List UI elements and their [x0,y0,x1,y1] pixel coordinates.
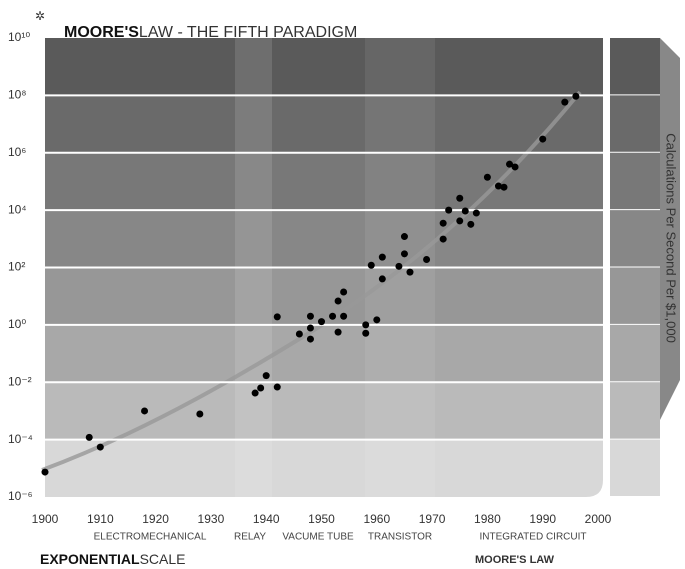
x-tick-label: 1980 [474,512,501,526]
band [45,38,605,96]
title-bold: MOORE'S [64,24,139,41]
point [500,184,507,191]
chart-title: MOORE'SLAW - THE FIFTH PARADIGM [64,24,357,41]
point [379,275,386,282]
point [362,330,369,337]
point [572,93,579,100]
era-label: TRANSISTOR [368,532,432,543]
y-tick-label: 10² [8,260,25,274]
footer-bold: EXPONENTIAL [40,551,140,567]
x-tick-label: 1910 [87,512,114,526]
point [440,220,447,227]
era-label: VACUME TUBE [282,532,354,543]
point [86,434,93,441]
point [263,372,270,379]
point [456,195,463,202]
x-tick-label: 1960 [363,512,390,526]
point [379,254,386,261]
point [340,313,347,320]
scale-cell [610,382,660,438]
x-tick-label: 1900 [32,512,59,526]
band [45,210,605,268]
point [97,444,104,451]
point [401,233,408,240]
era-label: INTEGRATED CIRCUIT [479,532,586,543]
x-tick-label: 1990 [529,512,556,526]
footer-rest: SCALE [140,551,186,567]
point [473,210,480,217]
point [373,316,380,323]
x-tick-label: 1920 [142,512,169,526]
y-tick-label: 10⁻⁴ [8,432,33,446]
point [274,313,281,320]
point [42,469,49,476]
y-tick-label: 10⁴ [8,202,27,216]
x-tick-label: 1940 [253,512,280,526]
band [45,268,605,326]
point [406,269,413,276]
point [274,384,281,391]
scale-cell [610,95,660,151]
point [467,221,474,228]
y-axis-label: Calculations Per Second Per $1,000 [664,133,679,343]
point [257,385,264,392]
point [296,331,303,338]
point [539,136,546,143]
point [561,99,568,106]
band [45,325,605,383]
point [445,207,452,214]
title-rest: LAW - THE FIFTH PARADIGM [139,24,357,41]
scale-cell [610,440,660,496]
point [362,321,369,328]
point [340,288,347,295]
point [462,208,469,215]
scale-cell [610,38,660,94]
point [395,263,402,270]
point [401,250,408,257]
x-tick-label: 1950 [308,512,335,526]
y-tick-label: 10⁸ [8,88,26,102]
point [335,297,342,304]
point [456,217,463,224]
y-tick-label: 10⁻² [8,374,32,388]
point [484,174,491,181]
point [141,407,148,414]
scale-cell [610,268,660,324]
band [45,440,605,498]
footer-right: MOORE'S LAW [475,554,555,566]
scale-cell [610,210,660,266]
y-tick-label: 10⁻⁶ [8,489,33,503]
point [335,329,342,336]
logo: ✲ [35,9,45,23]
point [318,318,325,325]
point [307,324,314,331]
era-label: RELAY [234,532,266,543]
x-tick-label: 2000 [585,512,612,526]
scale-cell [610,325,660,381]
point [368,262,375,269]
point [252,390,259,397]
chart: ✲ MOORE'SLAW - THE FIFTH PARADIGM EXPONE… [0,0,685,569]
y-tick-label: 10¹⁰ [8,30,30,44]
x-tick-label: 1930 [198,512,225,526]
y-tick-label: 10⁶ [8,145,26,159]
point [329,313,336,320]
scale-cell [610,153,660,209]
x-tick-label: 1970 [419,512,446,526]
y-tick-label: 10⁰ [8,317,26,331]
footer-title: EXPONENTIALSCALE [40,551,186,567]
point [423,256,430,263]
point [196,411,203,418]
point [440,236,447,243]
point [307,313,314,320]
era-label: ELECTROMECHANICAL [94,532,207,543]
point [512,163,519,170]
point [307,336,314,343]
band [45,95,605,153]
